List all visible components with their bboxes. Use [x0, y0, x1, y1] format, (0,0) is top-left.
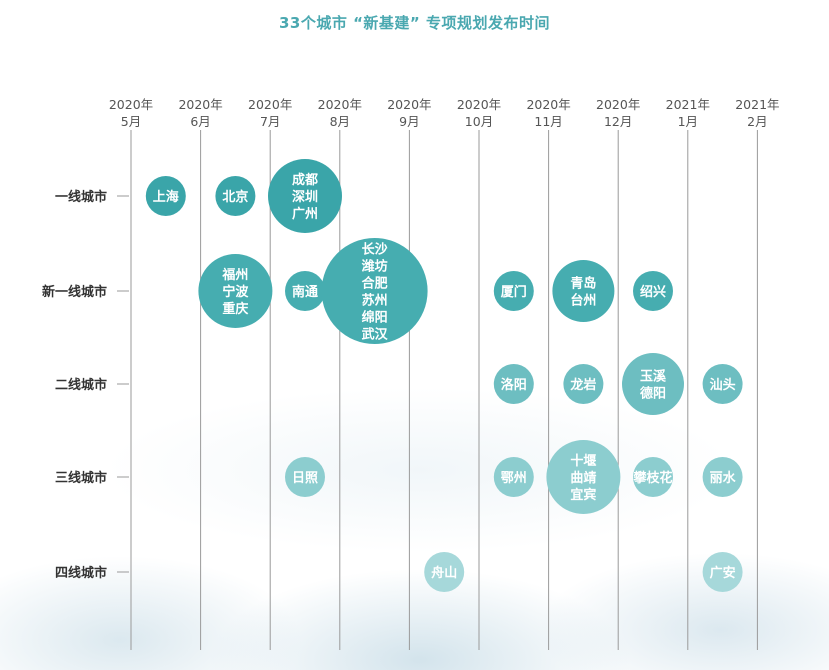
- city-bubble: [702, 457, 743, 497]
- city-label: 长沙: [362, 242, 388, 258]
- city-bubble: [145, 176, 186, 216]
- city-bubble: [633, 271, 673, 311]
- city-bubble: [622, 353, 684, 415]
- month-label-year: 2020年: [387, 97, 431, 112]
- month-label-month: 12月: [604, 114, 632, 129]
- month-label-year: 2020年: [109, 97, 153, 112]
- month-label-month: 9月: [399, 114, 419, 129]
- city-label: 洛阳: [501, 377, 527, 393]
- city-bubble: [702, 364, 743, 404]
- city-label: 龙岩: [570, 377, 596, 393]
- city-label: 上海: [153, 189, 179, 205]
- month-label-year: 2020年: [178, 97, 222, 112]
- city-label: 绵阳: [362, 310, 388, 326]
- city-bubble: [546, 440, 621, 514]
- city-bubble: [493, 271, 534, 311]
- city-label: 玉溪: [640, 369, 667, 385]
- city-bubble: [702, 552, 743, 592]
- city-label: 成都: [292, 172, 318, 188]
- city-label: 南通: [292, 284, 318, 300]
- month-label-year: 2021年: [666, 97, 710, 112]
- city-label: 十堰: [570, 453, 596, 469]
- city-label: 重庆: [222, 301, 248, 317]
- city-label: 厦门: [501, 284, 527, 300]
- city-label: 丽水: [710, 470, 737, 486]
- city-label: 宁波: [222, 284, 249, 300]
- chart-title: 33个城市 “新基建” 专项规划发布时间: [278, 14, 551, 32]
- city-bubble: [552, 260, 615, 322]
- city-bubble: [321, 238, 428, 344]
- month-label-year: 2020年: [248, 97, 292, 112]
- city-label: 汕头: [710, 377, 736, 393]
- tier-label: 四线城市: [55, 565, 107, 581]
- city-bubble: [285, 457, 325, 497]
- city-label: 深圳: [292, 189, 318, 205]
- city-label: 宜宾: [570, 487, 596, 503]
- city-label: 北京: [222, 189, 248, 205]
- city-bubble: [493, 457, 534, 497]
- month-label-year: 2021年: [735, 97, 779, 112]
- city-label: 舟山: [431, 565, 457, 581]
- city-bubble: [563, 364, 604, 404]
- month-label-year: 2020年: [318, 97, 362, 112]
- month-label-month: 8月: [330, 114, 350, 129]
- city-bubble: [633, 457, 673, 497]
- city-label: 合肥: [362, 276, 388, 292]
- city-label: 广州: [292, 206, 318, 222]
- city-label: 攀枝花: [632, 470, 672, 486]
- city-label: 日照: [292, 471, 318, 486]
- city-label: 青岛: [570, 276, 596, 292]
- city-bubble: [285, 271, 325, 311]
- city-bubble: [215, 176, 256, 216]
- city-label: 台州: [570, 293, 596, 309]
- month-label-month: 10月: [465, 114, 493, 129]
- city-label: 潍坊: [362, 259, 388, 275]
- city-label: 鄂州: [501, 470, 527, 486]
- city-label: 广安: [710, 565, 736, 581]
- city-label: 德阳: [640, 386, 666, 402]
- month-label-month: 7月: [260, 114, 280, 129]
- tier-label: 二线城市: [55, 377, 107, 393]
- month-label-year: 2020年: [526, 97, 570, 112]
- city-label: 绍兴: [640, 284, 666, 300]
- city-bubble: [493, 364, 534, 404]
- month-label-month: 5月: [121, 114, 141, 129]
- city-label: 福州: [221, 267, 248, 283]
- tier-label: 一线城市: [55, 189, 107, 205]
- month-label-month: 1月: [678, 114, 698, 129]
- city-label: 武汉: [362, 327, 389, 343]
- tier-label: 新一线城市: [42, 284, 107, 300]
- month-label-month: 6月: [190, 114, 210, 129]
- month-label-year: 2020年: [457, 97, 501, 112]
- tier-label: 三线城市: [55, 470, 107, 486]
- month-label-year: 2020年: [596, 97, 640, 112]
- month-label-month: 11月: [534, 114, 562, 129]
- city-label: 苏州: [362, 293, 388, 309]
- city-bubble: [198, 254, 273, 328]
- month-label-month: 2月: [747, 114, 767, 129]
- city-bubble: [424, 552, 465, 592]
- city-bubble: [268, 159, 342, 233]
- city-label: 曲靖: [570, 470, 596, 486]
